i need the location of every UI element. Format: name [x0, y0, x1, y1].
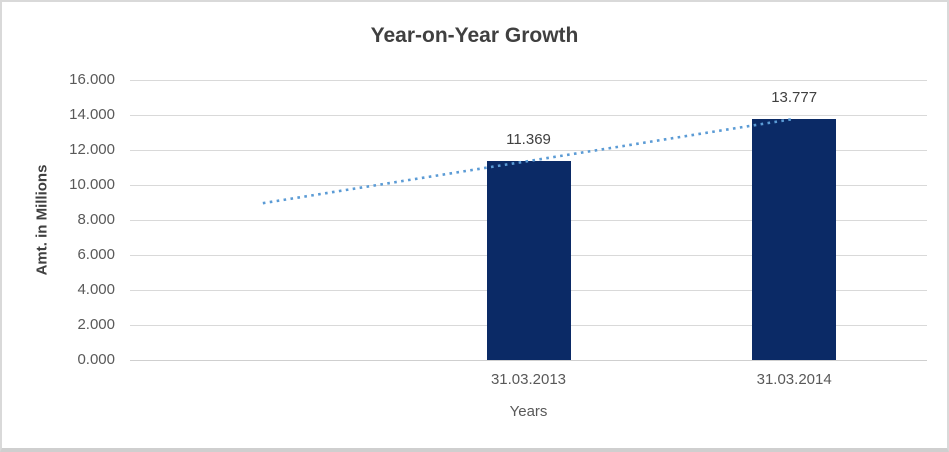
- gridline: [130, 80, 927, 81]
- bar-value-label: 11.369: [506, 131, 551, 149]
- bar-31.03.2013: [486, 161, 571, 360]
- y-tick-label: 12.000: [69, 141, 115, 158]
- x-tick-label: 31.03.2014: [756, 371, 832, 388]
- y-tick-label: 0.000: [77, 351, 115, 368]
- x-axis-title: Years: [509, 403, 548, 420]
- bar-31.03.2014: [752, 118, 837, 360]
- bar-value-label: 13.777: [771, 88, 818, 106]
- y-tick-label: 16.000: [69, 71, 115, 88]
- y-tick-label: 2.000: [77, 316, 115, 333]
- y-tick-label: 14.000: [69, 106, 115, 123]
- y-tick-label: 4.000: [77, 281, 115, 298]
- gridline: [130, 115, 927, 116]
- y-tick-label: 8.000: [77, 211, 115, 228]
- gridline: [130, 360, 927, 361]
- chart-title: Year-on-Year Growth: [370, 24, 579, 47]
- y-tick-label: 6.000: [77, 246, 115, 263]
- x-tick-label: 31.03.2013: [490, 371, 567, 388]
- y-tick-label: 10.000: [69, 176, 115, 193]
